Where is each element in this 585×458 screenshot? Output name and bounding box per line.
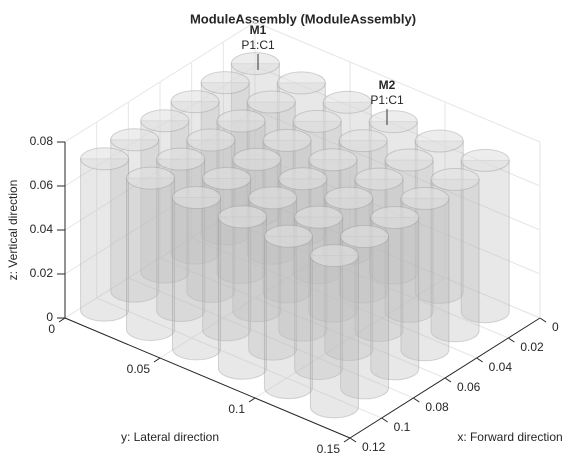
annotation-name: M2	[379, 78, 396, 92]
cylinder	[263, 235, 313, 400]
annotation-label: P1:C1	[241, 38, 275, 52]
tick-mark	[444, 377, 452, 383]
cylinder-top	[140, 109, 190, 133]
x-tick-label: 0.12	[362, 440, 386, 454]
cylinders	[80, 52, 510, 419]
tick-mark	[349, 437, 357, 443]
cylinder-top	[156, 147, 206, 171]
cylinder-top	[217, 205, 267, 229]
cylinder	[370, 216, 420, 381]
grid-line	[254, 21, 541, 143]
tick-mark	[381, 417, 388, 423]
z-tick-label: 0.02	[30, 266, 54, 280]
tick-mark	[476, 357, 483, 363]
x-tick-label: 0.04	[489, 360, 513, 374]
cylinder	[80, 158, 130, 322]
cylinder-top	[263, 224, 313, 248]
z-tick-label: 0.04	[30, 222, 54, 236]
cylinder-top	[309, 244, 359, 268]
cylinder	[126, 177, 176, 341]
tick-mark	[153, 357, 161, 363]
grid-line	[191, 237, 477, 359]
cylinder-top	[126, 166, 176, 190]
cylinder-top	[248, 186, 298, 210]
cylinder-top	[80, 147, 130, 171]
cylinder-top	[460, 148, 510, 172]
cylinder-top	[414, 129, 464, 153]
chart-title: ModuleAssembly (ModuleAssembly)	[190, 11, 416, 26]
x-tick-label: 0	[552, 320, 559, 334]
cylinder-top	[294, 205, 344, 229]
cylinder-top	[216, 109, 266, 133]
cylinder	[172, 197, 222, 361]
axis-line	[349, 317, 541, 439]
cylinder-top	[430, 167, 480, 191]
cylinder-top	[354, 167, 404, 191]
cylinder-top	[338, 129, 388, 153]
cylinder-top	[324, 186, 374, 210]
tick-mark	[343, 437, 351, 443]
cylinder-top	[172, 186, 222, 210]
x-axis-label: x: Forward direction	[457, 430, 562, 444]
cylinder	[217, 216, 267, 380]
grid-line	[96, 297, 382, 419]
cylinder-top	[308, 148, 358, 172]
cylinder-top	[292, 109, 342, 133]
cylinder-top	[202, 166, 252, 190]
cylinder-top	[384, 148, 434, 172]
axis-line	[64, 317, 351, 439]
cylinder-top	[170, 90, 220, 114]
y-tick-label: 0.1	[228, 402, 245, 416]
cylinder-top	[246, 90, 296, 114]
y-axis-label: y: Lateral direction	[121, 430, 219, 444]
grid-line	[159, 257, 446, 379]
tick-mark	[508, 337, 515, 343]
z-tick-label: 0.06	[30, 178, 54, 192]
cylinder	[309, 255, 359, 419]
cylinder-top	[262, 128, 312, 152]
cylinder-top	[230, 52, 280, 76]
x-tick-label: 0.02	[520, 340, 544, 354]
cylinder-top	[322, 90, 372, 114]
grid-line	[254, 277, 446, 399]
cylinder-top	[400, 186, 450, 210]
cylinder-top	[232, 147, 282, 171]
z-tick-label: 0.08	[30, 134, 54, 148]
cylinder-top	[340, 225, 390, 249]
tick-mark	[539, 317, 547, 323]
cylinder-top	[370, 205, 420, 229]
cylinder	[460, 159, 510, 324]
cylinder-top	[110, 128, 160, 152]
annotation-name: M1	[250, 23, 267, 37]
cylinder-top	[368, 110, 418, 134]
y-tick-label: 0.15	[317, 442, 341, 456]
x-tick-label: 0.06	[457, 380, 481, 394]
x-tick-label: 0.08	[425, 400, 449, 414]
z-tick-label: 0	[46, 310, 53, 324]
tick-mark	[58, 317, 66, 323]
cylinder-top	[200, 71, 250, 95]
z-axis-label: z: Vertical direction	[6, 180, 20, 281]
annotation-label: P1:C1	[370, 93, 404, 107]
x-tick-label: 0.1	[394, 420, 411, 434]
tick-mark	[413, 397, 420, 403]
cylinder	[340, 236, 390, 400]
cylinder	[430, 178, 480, 343]
cylinder	[400, 197, 450, 362]
cylinder-top	[278, 167, 328, 191]
y-tick-label: 0.05	[127, 362, 151, 376]
tick-mark	[248, 397, 256, 403]
y-tick-label: 0	[48, 322, 55, 336]
cylinder-top	[276, 71, 326, 95]
cylinder-top	[186, 128, 236, 152]
grid-line	[128, 277, 414, 399]
